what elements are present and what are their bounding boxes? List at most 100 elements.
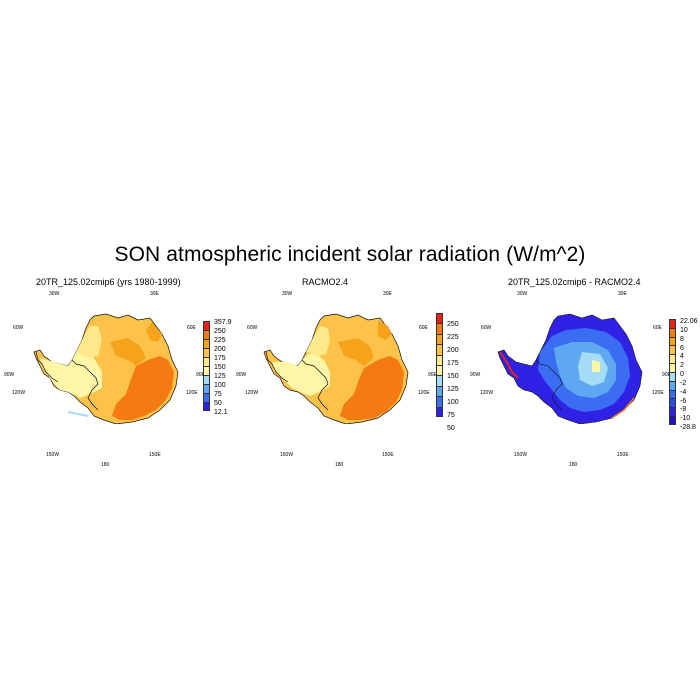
colorbar-swatch bbox=[669, 407, 676, 417]
colorbar-tick-label: 175 bbox=[214, 355, 226, 362]
lon-label-150w: 150W bbox=[46, 452, 60, 458]
panel-difference: 20TR_125.02cmip6 - RACMO2.4 30W 30E 60W … bbox=[464, 277, 698, 468]
lon-label-30e: 30E bbox=[618, 291, 627, 297]
panel-racmo: RACMO2.4 30W 30E 60W 60E 90W 90E 120W 12… bbox=[232, 277, 462, 468]
colorbar-swatch bbox=[436, 313, 443, 324]
colorbar-swatch bbox=[436, 396, 443, 407]
lon-label-180: 180 bbox=[101, 462, 110, 468]
region-light bbox=[272, 354, 330, 396]
colorbar-swatch bbox=[669, 345, 676, 355]
antarctica-map bbox=[497, 313, 643, 424]
colorbar-swatch bbox=[203, 384, 210, 393]
lon-label-120e: 120E bbox=[418, 390, 430, 396]
lon-label-90e: 90E bbox=[428, 372, 437, 378]
colorbar-swatch bbox=[436, 385, 443, 397]
lon-label-60e: 60E bbox=[653, 325, 662, 331]
region-high bbox=[340, 356, 404, 420]
colorbar-swatch bbox=[669, 327, 676, 337]
panel-model: 20TR_125.02cmip6 (yrs 1980-1999) 30W 30E… bbox=[0, 277, 232, 468]
colorbar-swatch bbox=[669, 380, 676, 390]
coast-red-1 bbox=[499, 351, 519, 379]
colorbar-swatch bbox=[669, 354, 676, 364]
panel-title: RACMO2.4 bbox=[302, 277, 349, 287]
colorbar-tick-label: 150 bbox=[214, 364, 226, 371]
lon-label-60w: 60W bbox=[13, 325, 24, 331]
colorbar-tick-label: 175 bbox=[447, 360, 459, 367]
lon-label-30w: 30W bbox=[282, 291, 293, 297]
peninsula bbox=[265, 351, 289, 383]
colorbar-swatch bbox=[203, 393, 210, 402]
colorbar-tick-label: 250 bbox=[447, 321, 459, 328]
colorbar-swatch bbox=[436, 323, 443, 334]
colorbar-swatch bbox=[203, 357, 210, 366]
lon-label-60e: 60E bbox=[419, 325, 428, 331]
lon-label-180: 180 bbox=[335, 462, 344, 468]
lon-label-180: 180 bbox=[569, 462, 578, 468]
colorbar-tick-label: 50 bbox=[214, 400, 222, 407]
colorbar-tick-label: 150 bbox=[447, 373, 459, 380]
colorbar-swatch bbox=[669, 398, 676, 408]
antarctica-map bbox=[33, 313, 179, 424]
colorbar-tick-label: -6 bbox=[680, 397, 687, 405]
colorbar-tick-label: 12.1 bbox=[214, 409, 228, 416]
lon-label-120w: 120W bbox=[480, 390, 494, 396]
peninsula bbox=[35, 351, 59, 383]
region-light-2 bbox=[76, 326, 102, 358]
coastline bbox=[71, 359, 99, 411]
lon-label-90w: 90W bbox=[470, 372, 481, 378]
lon-label-90w: 90W bbox=[236, 372, 247, 378]
panel-title: 20TR_125.02cmip6 - RACMO2.4 bbox=[508, 277, 641, 287]
colorbar-tick-label: 2 bbox=[680, 362, 684, 370]
colorbar-swatch bbox=[203, 321, 210, 330]
lon-label-90e: 90E bbox=[662, 372, 671, 378]
colorbar bbox=[203, 321, 210, 411]
colorbar-swatch bbox=[669, 336, 676, 346]
colorbar-tick-label: 225 bbox=[214, 337, 226, 344]
colorbar-tick-label: 250 bbox=[214, 328, 226, 335]
lon-label-120w: 120W bbox=[245, 390, 259, 396]
lon-label-150w: 150W bbox=[514, 452, 528, 458]
coastline bbox=[535, 359, 563, 411]
colorbar-tick-label: -2 bbox=[680, 379, 687, 387]
colorbar-swatch bbox=[669, 371, 676, 381]
colorbar-swatch bbox=[436, 406, 443, 417]
colorbar-swatch bbox=[436, 333, 443, 345]
colorbar-tick-label: -4 bbox=[680, 388, 687, 396]
coastline bbox=[301, 359, 329, 411]
colorbar-tick-label: 4 bbox=[680, 353, 684, 361]
colorbar-swatch bbox=[436, 354, 443, 365]
region-light bbox=[40, 352, 102, 398]
colorbar bbox=[436, 313, 443, 417]
region-high-2 bbox=[146, 322, 162, 342]
colorbar-tick-label: 100 bbox=[214, 382, 226, 389]
lon-label-120e: 120E bbox=[186, 390, 198, 396]
region-palecyan bbox=[592, 360, 600, 372]
colorbar-tick-label: 6 bbox=[680, 344, 684, 352]
colorbar-swatch bbox=[203, 330, 210, 339]
lon-label-150e: 150E bbox=[382, 452, 394, 458]
lon-label-90w: 90W bbox=[4, 372, 15, 378]
colorbar-tick-label: 357.9 bbox=[214, 319, 232, 326]
colorbar bbox=[669, 319, 676, 425]
colorbar-tick-label: -10 bbox=[680, 415, 691, 423]
colorbar-tick-label: 22.06 bbox=[680, 318, 698, 325]
lon-label-150w: 150W bbox=[280, 452, 294, 458]
lon-label-150e: 150E bbox=[149, 452, 161, 458]
lon-label-60w: 60W bbox=[247, 325, 258, 331]
colorbar-tick-label: 0 bbox=[680, 371, 684, 378]
colorbar-tick-label: 125 bbox=[447, 386, 459, 393]
colorbar-swatch bbox=[669, 389, 676, 399]
colorbar-tick-label: -8 bbox=[680, 406, 687, 414]
lon-label-30w: 30W bbox=[517, 291, 528, 297]
colorbar-tick-label: 50 bbox=[447, 425, 455, 432]
colorbar-tick-label: 75 bbox=[214, 391, 222, 398]
figure-title: SON atmospheric incident solar radiation… bbox=[114, 243, 586, 266]
colorbar-swatch bbox=[203, 375, 210, 384]
region-light-2 bbox=[306, 326, 330, 356]
antarctica-map bbox=[263, 313, 409, 424]
colorbar-tick-label: -28.8 bbox=[680, 424, 696, 431]
lon-label-150e: 150E bbox=[617, 452, 629, 458]
colorbar-swatch bbox=[203, 366, 210, 375]
colorbar-swatch bbox=[436, 364, 443, 376]
coast-red-2 bbox=[611, 397, 635, 419]
